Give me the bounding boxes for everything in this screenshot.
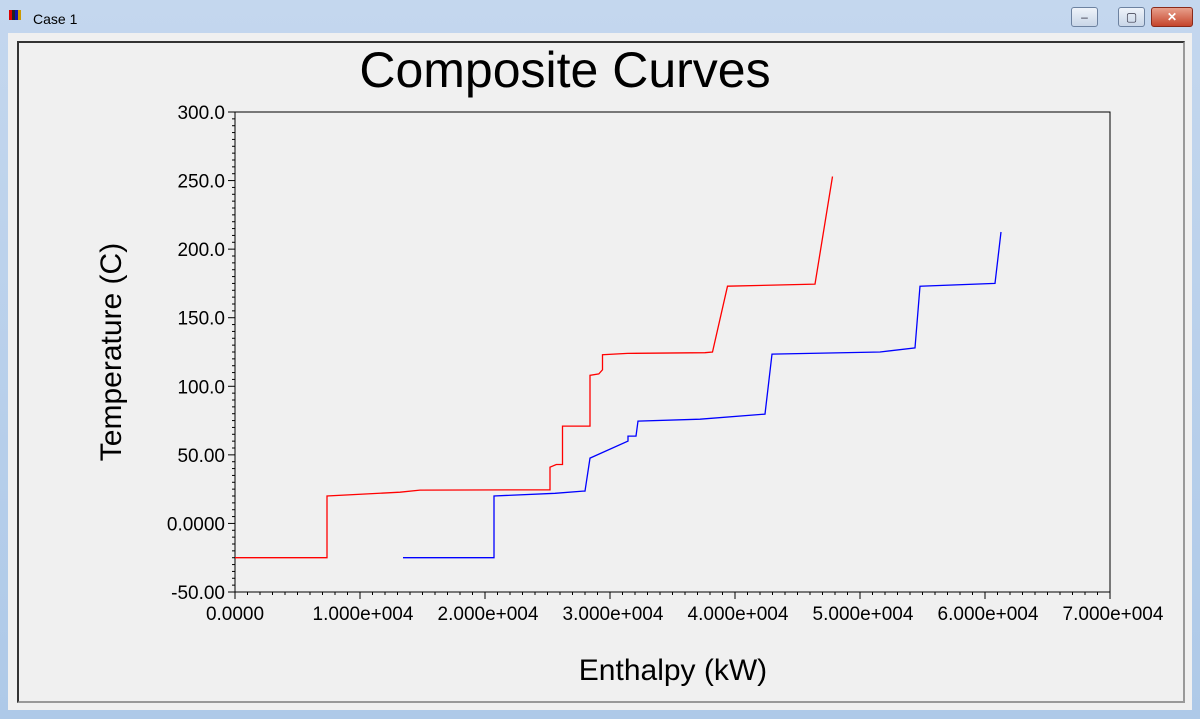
y-tick-label: 300.0 — [177, 103, 225, 124]
chart-title: Composite Curves — [359, 42, 770, 98]
hot-composite-curve — [235, 176, 834, 559]
x-tick-label: 7.000e+004 — [1063, 604, 1164, 625]
y-tick-label: 0.0000 — [167, 514, 225, 535]
x-tick-label: 0.0000 — [206, 604, 264, 625]
maximize-button[interactable]: ▢ — [1118, 7, 1145, 27]
title-bar[interactable]: Case 1 ‒ ▢ ✕ — [0, 0, 1200, 36]
y-tick-label: 150.0 — [177, 309, 225, 330]
x-tick-label: 3.000e+004 — [563, 604, 664, 625]
chart-frame — [17, 41, 1185, 703]
window-title: Case 1 — [33, 11, 78, 27]
y-tick-label: 250.0 — [177, 172, 225, 193]
y-tick-label: -50.00 — [171, 583, 225, 604]
y-axis-label: Temperature (C) — [95, 243, 128, 461]
close-button[interactable]: ✕ — [1151, 7, 1193, 27]
y-tick-label: 100.0 — [177, 377, 225, 398]
cold-composite-curve — [403, 231, 1002, 559]
x-tick-label: 1.000e+004 — [313, 604, 414, 625]
x-axis-label: Enthalpy (kW) — [579, 654, 767, 687]
minimize-button[interactable]: ‒ — [1071, 7, 1098, 27]
x-tick-label: 5.000e+004 — [813, 604, 914, 625]
y-tick-label: 50.00 — [177, 446, 225, 467]
chart-client-area — [8, 33, 1192, 710]
x-tick-label: 4.000e+004 — [688, 604, 789, 625]
app-icon — [9, 10, 21, 20]
x-tick-label: 2.000e+004 — [438, 604, 539, 625]
x-tick-label: 6.000e+004 — [938, 604, 1039, 625]
y-tick-label: 200.0 — [177, 240, 225, 261]
plot-area — [234, 111, 1111, 593]
